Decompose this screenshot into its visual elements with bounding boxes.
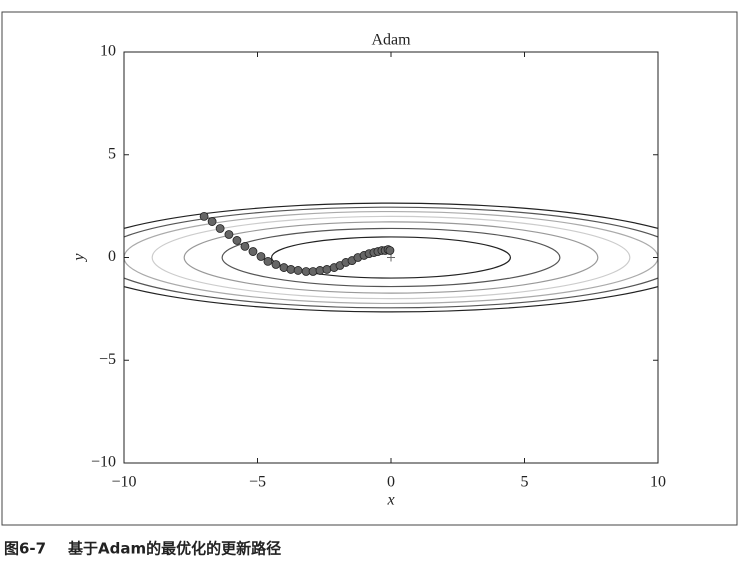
y-tick-label: 10 — [100, 43, 116, 60]
contour — [124, 206, 658, 309]
chart-title: Adam — [371, 32, 411, 49]
y-axis-label: y — [71, 253, 88, 263]
figure-frame — [1, 11, 738, 526]
point — [286, 265, 296, 274]
y-tick-label: 0 — [108, 248, 116, 265]
caption-label: 图6-7 — [4, 540, 46, 558]
contour — [124, 202, 658, 313]
point — [199, 211, 209, 221]
y-tick-label: −5 — [99, 351, 116, 368]
contours — [124, 202, 658, 313]
point — [207, 217, 217, 226]
point — [248, 247, 258, 256]
point — [232, 236, 242, 245]
y-tick-label: 5 — [108, 145, 116, 162]
point — [293, 266, 303, 275]
point — [263, 257, 273, 266]
point — [322, 265, 332, 274]
x-tick-label: 10 — [650, 474, 666, 491]
contour — [183, 221, 599, 294]
contour — [151, 215, 631, 300]
contour — [270, 236, 512, 279]
contour — [124, 210, 658, 305]
caption-text: 基于Adam的最优化的更新路径 — [67, 540, 281, 558]
x-tick-label: 5 — [521, 474, 529, 491]
x-tick-label: −10 — [111, 474, 136, 491]
contour — [221, 227, 561, 288]
point — [256, 252, 266, 261]
point — [271, 260, 281, 269]
x-axis-label: x — [386, 492, 394, 509]
x-tick-label: 0 — [387, 474, 395, 491]
point — [224, 230, 234, 239]
minimum-marker — [387, 253, 395, 262]
y-tick-label: −10 — [91, 454, 116, 471]
point — [215, 224, 225, 233]
point — [240, 242, 250, 251]
point — [385, 246, 395, 255]
x-tick-label: −5 — [249, 474, 266, 491]
